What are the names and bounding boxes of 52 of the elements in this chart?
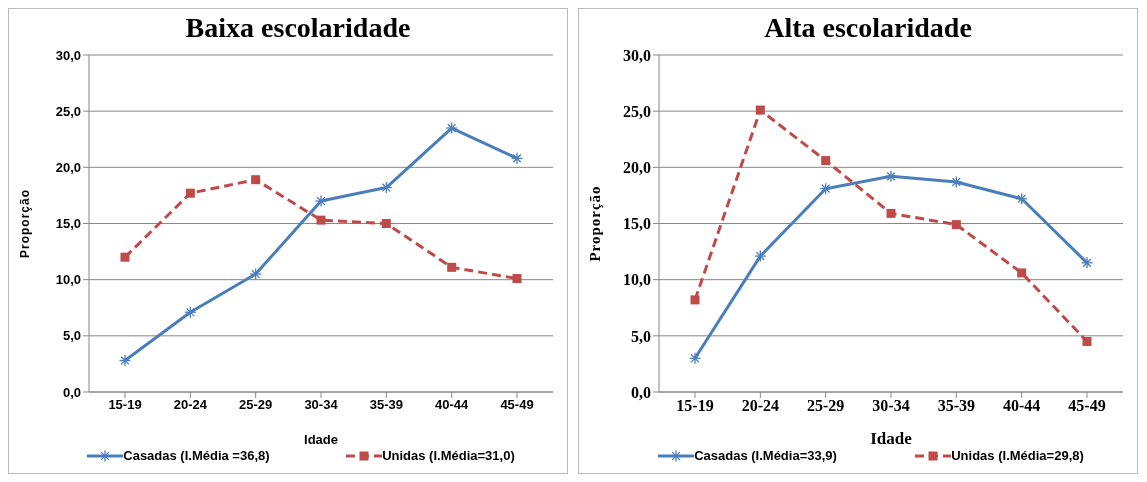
point [251, 175, 261, 185]
x-tick-label: 30-34 [872, 397, 910, 415]
y-tick-label: 20,0 [55, 159, 81, 175]
legend-label: Casadas (I.Média =36,8) [123, 448, 270, 463]
chart-title: Baixa escolaridade [184, 11, 412, 45]
point [120, 252, 130, 262]
x-tick-label: 20-24 [741, 397, 779, 415]
y-axis-title: Proporção [18, 188, 33, 259]
point [316, 215, 326, 225]
x-axis-title: Idade [304, 432, 338, 447]
y-tick-label: 0,0 [62, 384, 81, 400]
point [447, 262, 457, 272]
y-axis-title: Proporção [587, 185, 604, 262]
point [512, 274, 522, 284]
y-tick-label: 25,0 [55, 103, 81, 119]
legend-label: Unidas (I.Média=31,0) [382, 448, 515, 463]
x-tick-label: 25-29 [807, 397, 845, 415]
legend-label: Casadas (I.Média=33,9) [694, 448, 837, 463]
x-tick-label: 15-19 [108, 397, 142, 413]
point [381, 219, 391, 228]
point [185, 188, 195, 198]
x-tick-label: 35-39 [937, 397, 975, 415]
point [690, 295, 700, 305]
y-tick-label: 30,0 [55, 47, 81, 63]
y-tick-label: 5,0 [631, 327, 651, 345]
y-tick-label: 15,0 [55, 216, 81, 232]
x-tick-label: 45-49 [500, 397, 534, 413]
x-tick-label: 40-44 [435, 397, 470, 413]
y-tick-label: 0,0 [631, 383, 651, 401]
x-tick-label: 25-29 [239, 397, 273, 413]
point [821, 156, 831, 166]
point [886, 208, 896, 218]
y-tick-label: 10,0 [55, 272, 81, 288]
x-tick-label: 30-34 [304, 397, 339, 413]
point [951, 220, 961, 230]
x-tick-label: 20-24 [173, 397, 208, 413]
y-tick-label: 30,0 [623, 46, 651, 64]
y-tick-label: 25,0 [623, 102, 651, 120]
y-tick-label: 5,0 [62, 328, 81, 344]
point [1017, 268, 1027, 278]
y-tick-label: 20,0 [623, 159, 651, 177]
x-axis-title: Idade [870, 429, 913, 448]
point [755, 105, 765, 115]
chart-title: Alta escolaridade [763, 11, 973, 45]
x-tick-label: 15-19 [676, 397, 714, 415]
x-tick-label: 45-49 [1068, 397, 1106, 415]
x-tick-label: 40-44 [1003, 397, 1041, 415]
y-tick-label: 10,0 [623, 271, 651, 289]
x-tick-label: 35-39 [369, 397, 403, 413]
legend-label: Unidas (I.Média=29,8) [951, 448, 1084, 463]
point [1082, 336, 1092, 346]
y-tick-label: 15,0 [623, 215, 651, 233]
